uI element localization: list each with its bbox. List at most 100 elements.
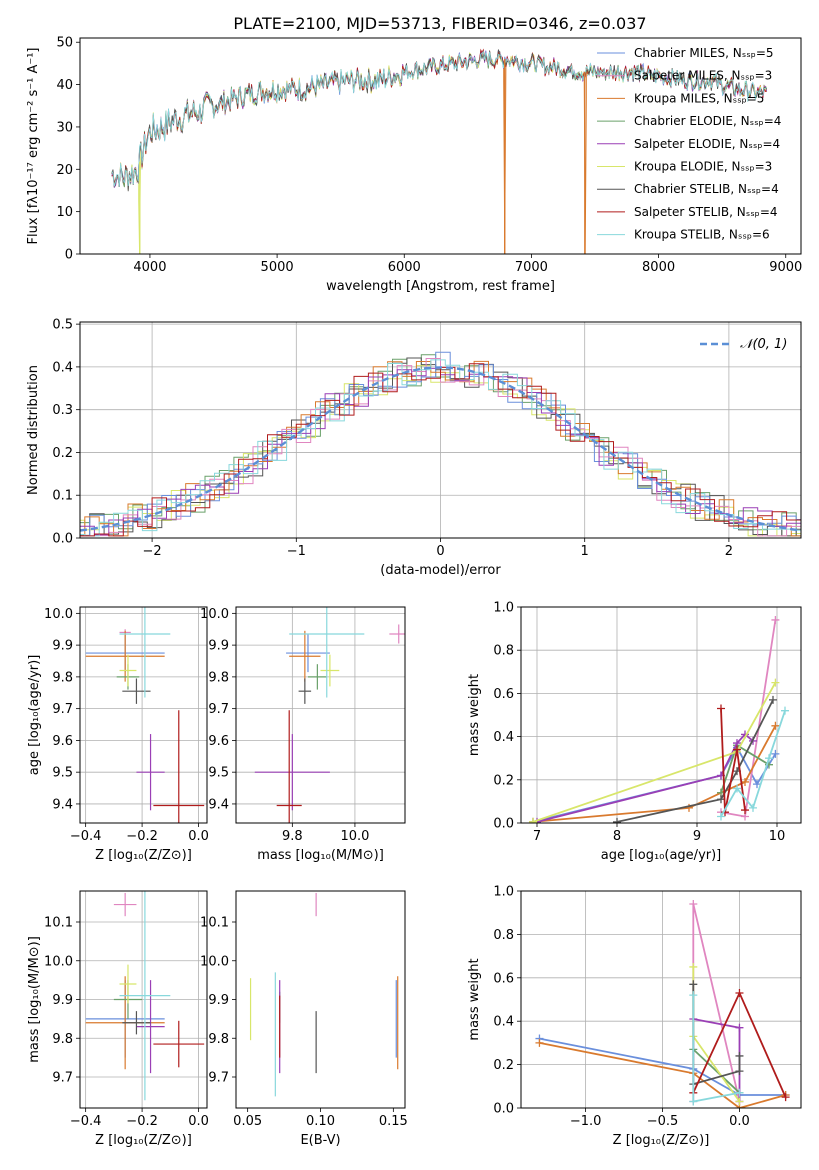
y-tick-label: 20 — [56, 163, 73, 178]
weight-marker — [735, 1067, 744, 1076]
x-tick-label: −2 — [143, 544, 162, 559]
y-tick-label: 10 — [56, 205, 73, 220]
y-tick-label: 0.0 — [52, 532, 73, 547]
y-tick-label: 30 — [56, 120, 73, 135]
x-tick-label: −0.4 — [70, 1114, 102, 1129]
x-tick-label: −1.0 — [570, 1114, 602, 1129]
x-tick-label: 9 — [693, 829, 701, 844]
axes-frame — [520, 890, 802, 1109]
x-tick-label: 9000 — [769, 260, 802, 275]
weight-series-line — [720, 708, 746, 813]
plot-area — [80, 351, 801, 537]
data-point — [122, 678, 151, 704]
legend-label: Salpeter MILES, Nₛₛₚ=3 — [634, 69, 772, 83]
panel-residuals: −2 −1 0 1 2 0.0 0.1 0.2 0.3 0.4 0.5 (data-model)/er… — [26, 318, 802, 578]
weight-marker — [771, 721, 780, 730]
data-point — [85, 630, 165, 682]
data-point — [122, 1011, 151, 1035]
plot-area — [529, 615, 789, 823]
axes-frame — [79, 606, 208, 824]
x-tick-label: −0.5 — [647, 1114, 679, 1129]
weight-marker — [733, 745, 741, 754]
y-tick-label: 9.8 — [52, 670, 73, 685]
y-axis-label: mass weight — [467, 958, 482, 1040]
residual-histogram — [80, 358, 801, 537]
data-point — [289, 607, 365, 698]
weight-marker — [689, 980, 698, 989]
spectrum-series-line — [111, 50, 768, 188]
x-axis-label: wavelength [Angstrom, rest frame] — [326, 279, 555, 294]
legend-label: Kroupa STELIB, Nₛₛₚ=6 — [634, 228, 770, 242]
data-point — [119, 607, 171, 698]
data-point — [119, 654, 137, 687]
weight-marker — [733, 784, 741, 793]
weight-series-line — [692, 1048, 741, 1094]
x-tick-label: 9.8 — [282, 829, 303, 844]
legend-label: 𝒩(0, 1) — [740, 337, 787, 352]
figure-title: PLATE=2100, MJD=53713, FIBERID=0346, z=0… — [233, 14, 646, 33]
data-point — [136, 734, 165, 811]
y-tick-label: 0.4 — [493, 730, 514, 745]
x-tick-label: −0.4 — [70, 829, 102, 844]
weight-marker — [535, 1038, 544, 1047]
axes-frame — [235, 890, 406, 1109]
y-axis-label: mass weight — [467, 674, 482, 756]
x-tick-label: 8000 — [642, 260, 675, 275]
panel-weight-vs-Z: −1.0 −0.5 0.0 0.0 0.2 0.4 0.6 0.8 1.0 Z [log₁₀(Z/… — [467, 885, 802, 1148]
weight-marker — [741, 806, 749, 815]
x-tick-label: 7 — [533, 829, 541, 844]
y-tick-label: 9.9 — [208, 993, 229, 1008]
weight-marker — [529, 817, 537, 823]
x-axis-label: E(B-V) — [300, 1133, 340, 1148]
y-tick-label: 1.0 — [493, 885, 514, 900]
x-tick-label: 6000 — [388, 260, 421, 275]
axes-frame — [79, 37, 802, 255]
x-tick-label: 0.05 — [233, 1114, 262, 1129]
weight-marker — [613, 817, 621, 823]
y-tick-label: 9.6 — [52, 734, 73, 749]
x-tick-label: −1 — [287, 544, 306, 559]
y-tick-label: 10.0 — [44, 607, 73, 622]
x-tick-label: 1 — [581, 544, 589, 559]
y-tick-label: 9.8 — [208, 670, 229, 685]
y-tick-label: 0.1 — [52, 489, 73, 504]
y-tick-label: 0.8 — [493, 928, 514, 943]
y-tick-label: 0.3 — [52, 403, 73, 418]
y-tick-label: 9.5 — [52, 766, 73, 781]
y-tick-label: 9.9 — [52, 639, 73, 654]
legend-label: Salpeter ELODIE, Nₛₛₚ=4 — [634, 137, 780, 151]
weight-marker — [769, 695, 777, 704]
legend: Chabrier MILES, Nₛₛₚ=5 Salpeter MILES, Nₛ… — [597, 46, 781, 242]
axes-frame — [235, 606, 406, 824]
y-tick-label: 0.2 — [52, 446, 73, 461]
weight-marker — [781, 706, 789, 715]
y-tick-label: 10.0 — [44, 954, 73, 969]
residual-histogram — [80, 363, 801, 537]
y-axis-label: age [log₁₀(age/yr)] — [27, 655, 42, 776]
x-tick-label: 10 — [769, 829, 786, 844]
weight-marker — [689, 1097, 698, 1106]
data-point — [113, 892, 137, 917]
weight-marker — [771, 749, 780, 758]
x-tick-label: 7000 — [515, 260, 548, 275]
data-point — [289, 630, 321, 682]
axes-frame — [520, 606, 802, 824]
weight-marker — [735, 1023, 744, 1032]
residual-histogram — [80, 351, 801, 537]
x-tick-label: 2 — [725, 544, 733, 559]
legend-label: Chabrier MILES, Nₛₛₚ=5 — [634, 46, 774, 60]
weight-marker — [749, 803, 757, 812]
x-tick-label: −0.2 — [126, 1114, 158, 1129]
plot-area — [535, 900, 790, 1108]
weight-series-line — [539, 1037, 786, 1096]
legend-label: Kroupa ELODIE, Nₛₛₚ=3 — [634, 160, 772, 174]
weight-marker — [689, 900, 698, 909]
weight-marker — [753, 780, 761, 789]
gaussian-reference-line — [80, 366, 801, 532]
y-tick-label: 0.0 — [493, 1102, 514, 1117]
weight-series-line — [539, 1042, 786, 1108]
panel-mass-vs-Z: −0.4 −0.2 0.0 9.7 9.8 9.9 10.0 10.1 Z [log₁₀(Z/Z… — [27, 890, 209, 1148]
y-tick-label: 0.5 — [52, 318, 73, 333]
plot-area — [85, 891, 205, 1101]
y-tick-label: 1.0 — [493, 601, 514, 616]
